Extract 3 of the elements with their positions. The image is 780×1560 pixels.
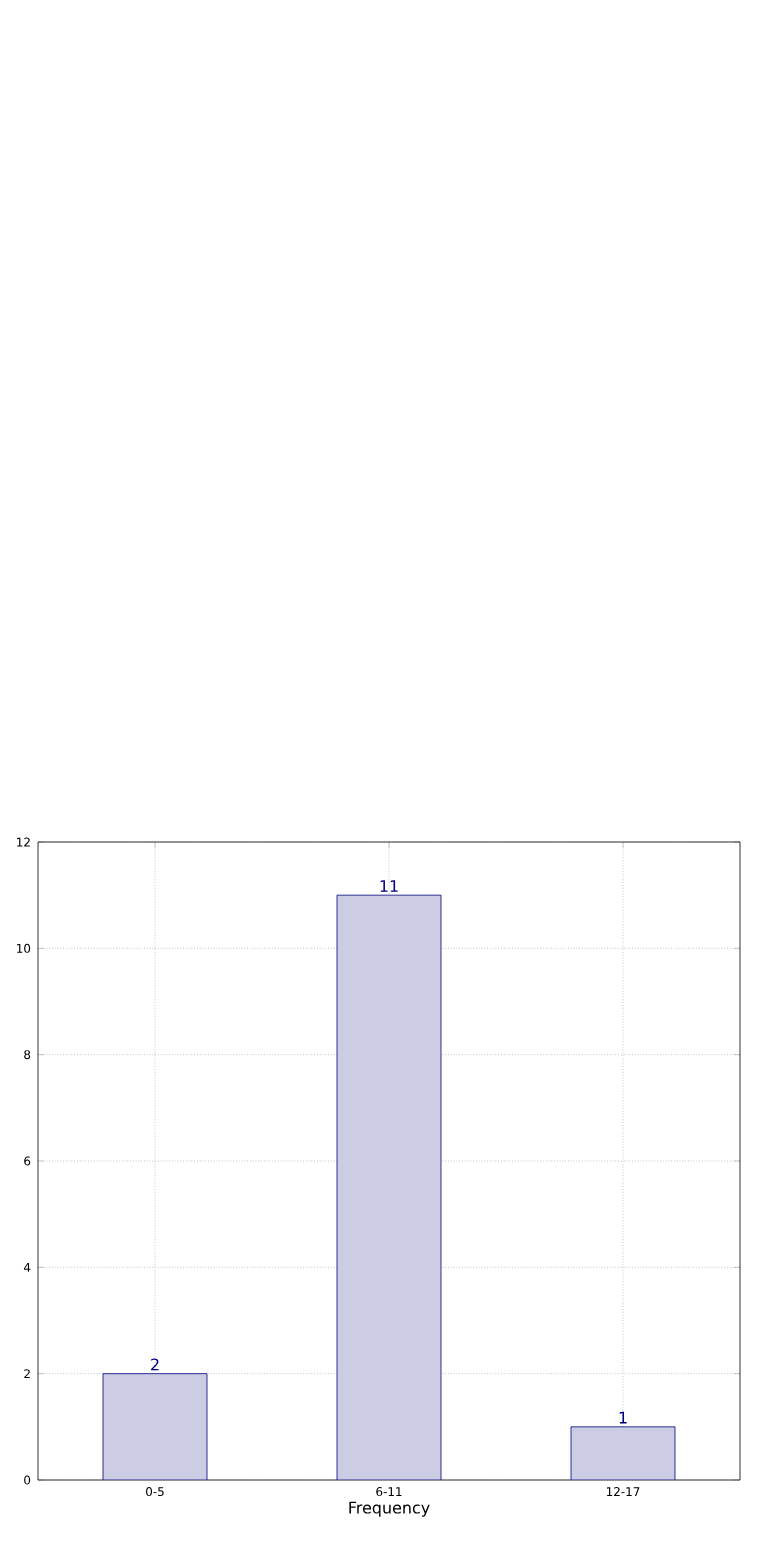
bar bbox=[102, 1373, 208, 1480]
bar bbox=[570, 1426, 676, 1480]
bar bbox=[336, 894, 442, 1480]
